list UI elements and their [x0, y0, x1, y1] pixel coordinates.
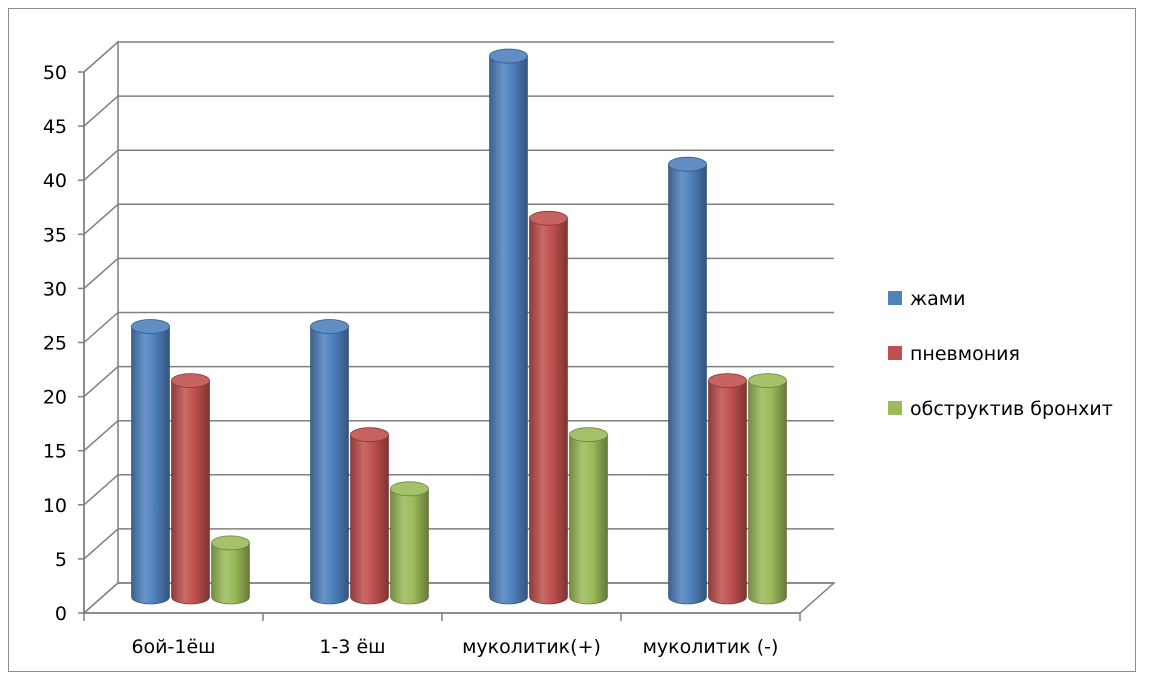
bar-жами-1 — [131, 319, 170, 605]
y-tick-label: 0 — [55, 603, 67, 625]
axes — [78, 71, 801, 621]
bar-жами-2 — [310, 319, 349, 605]
gridline — [83, 149, 834, 181]
y-tick-label: 50 — [43, 62, 67, 84]
x-axis-tick-labels: 6ой-1ёш 1-3 ёш муколитик(+) муколитик (-) — [131, 636, 778, 658]
x-tick-label: 6ой-1ёш — [131, 636, 215, 658]
y-tick-label: 30 — [43, 278, 67, 300]
gridline — [83, 203, 834, 235]
y-tick-label: 45 — [43, 116, 67, 138]
gridline — [83, 257, 834, 289]
y-tick-label: 20 — [43, 387, 67, 409]
y-tick-label: 5 — [55, 549, 67, 571]
y-tick-label: 25 — [43, 333, 67, 355]
legend: жами пневмония обструктив бронхит — [888, 288, 1113, 420]
bar-обструктив-бронхит-2 — [390, 481, 429, 605]
y-tick-label: 35 — [43, 224, 67, 246]
x-tick-label: муколитик(+) — [462, 636, 601, 658]
y-axis-tick-labels: 0 5 10 15 20 25 30 35 40 45 50 — [43, 62, 67, 625]
bar-обструктив-бронхит-1 — [211, 535, 250, 605]
bar-обструктив-бронхит-3 — [569, 427, 608, 605]
bar-пневмония-1 — [171, 373, 210, 605]
bar-жами-3 — [489, 48, 528, 605]
legend-item-пневмония: пневмония — [888, 343, 1020, 365]
x-tick-label: 1-3 ёш — [319, 636, 385, 658]
gridline — [83, 95, 834, 127]
gridline — [83, 365, 834, 398]
legend-swatch — [888, 346, 902, 360]
bar-пневмония-2 — [350, 427, 389, 605]
legend-swatch — [888, 401, 902, 415]
legend-item-жами: жами — [888, 288, 965, 310]
legend-label: пневмония — [910, 343, 1020, 365]
bar-пневмония-3 — [529, 210, 568, 605]
bar-обструктив-бронхит-4 — [748, 373, 787, 605]
legend-swatch — [888, 291, 902, 305]
legend-item-обструктив-бронхит: обструктив бронхит — [888, 398, 1113, 420]
y-tick-label: 15 — [43, 441, 67, 463]
x-tick-label: муколитик (-) — [643, 636, 779, 658]
y-tick-label: 40 — [43, 170, 67, 192]
y-tick-label: 10 — [43, 495, 67, 517]
bar-пневмония-4 — [708, 373, 747, 605]
bars — [131, 48, 787, 605]
legend-label: жами — [910, 288, 965, 310]
gridline — [83, 311, 834, 344]
bar-жами-4 — [668, 156, 707, 605]
gridline — [83, 41, 834, 73]
legend-label: обструктив бронхит — [910, 398, 1113, 420]
